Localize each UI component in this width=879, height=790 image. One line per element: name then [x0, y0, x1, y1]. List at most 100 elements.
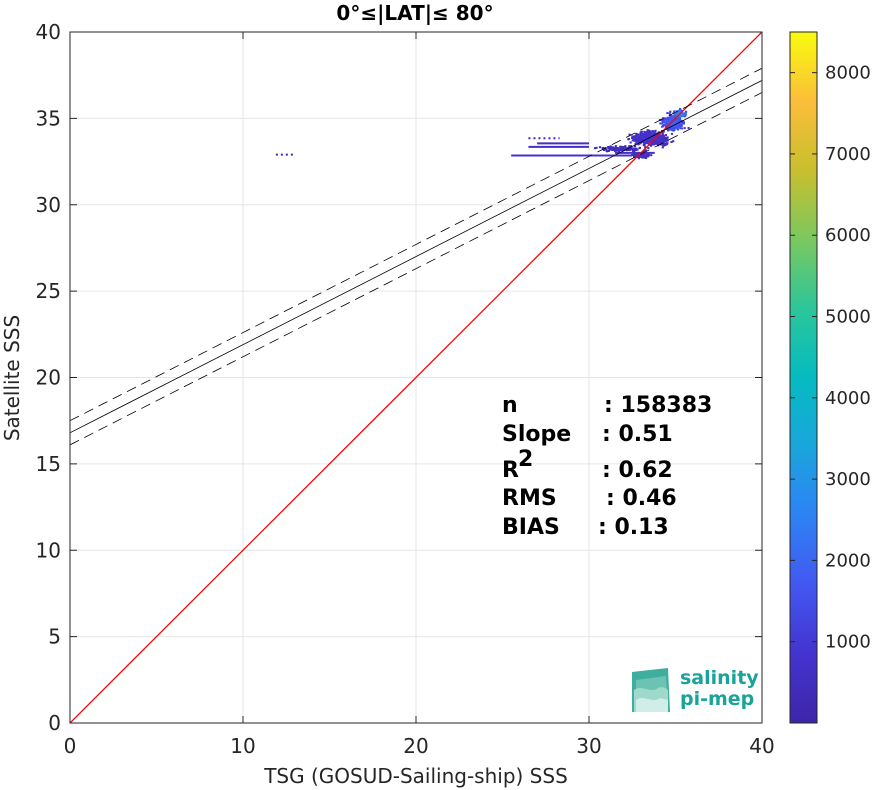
- density-cell: [633, 154, 637, 157]
- density-cell: [636, 155, 640, 158]
- density-cell: [654, 132, 657, 135]
- density-cell: [646, 131, 649, 134]
- density-cell: [666, 136, 669, 139]
- density-cell: [652, 130, 655, 133]
- density-cell: [683, 115, 686, 118]
- density-cell: [644, 133, 648, 136]
- density-cell: [657, 141, 660, 144]
- density-cell: [672, 117, 675, 120]
- density-cell: [641, 130, 644, 133]
- density-cell: [669, 124, 672, 127]
- density-cell: [668, 128, 671, 131]
- density-cell: [623, 148, 626, 151]
- density-cell: [665, 121, 668, 124]
- density-cell: [639, 139, 642, 142]
- density-cell: [607, 147, 610, 150]
- density-cell: [615, 146, 618, 149]
- density-cell: [638, 142, 641, 145]
- logo-line1: salinity: [680, 667, 759, 689]
- density-cell: [671, 118, 674, 121]
- density-cell: [643, 130, 646, 133]
- density-cell: [629, 145, 633, 148]
- stat-superscript: 2: [518, 447, 533, 472]
- density-cell: [645, 155, 648, 158]
- density-cell: [616, 147, 619, 150]
- density-cell: [633, 135, 636, 138]
- density-cell: [647, 133, 650, 136]
- density-cell: [682, 122, 685, 125]
- density-cell: [679, 111, 682, 114]
- density-cell: [663, 117, 666, 120]
- colorbar-tick-label: 2000: [825, 550, 871, 571]
- density-cell: [614, 148, 617, 151]
- density-cell: [649, 138, 652, 141]
- density-cell: [632, 153, 635, 156]
- density-cell: [664, 137, 668, 140]
- stat-label: n: [502, 393, 518, 418]
- density-cell: [642, 140, 645, 143]
- density-cell: [661, 119, 665, 122]
- y-tick-label: 35: [36, 106, 61, 130]
- y-tick-label: 40: [36, 20, 61, 44]
- density-cell: [684, 112, 687, 115]
- density-cell: [641, 136, 644, 139]
- density-cell: [644, 135, 647, 138]
- density-cell: [621, 149, 624, 152]
- density-cell: [628, 133, 631, 136]
- density-cell: [657, 131, 661, 134]
- x-tick-label: 0: [64, 734, 77, 758]
- density-cell: [635, 147, 638, 150]
- density-cell: [650, 137, 653, 140]
- colorbar-tick-label: 1000: [825, 632, 871, 653]
- density-cell: [614, 147, 617, 149]
- density-cell: [645, 136, 649, 139]
- density-cell: [618, 148, 621, 151]
- density-cell: [676, 128, 680, 131]
- density-cell: [657, 137, 660, 140]
- density-cell: [656, 139, 659, 142]
- density-cell: [662, 125, 665, 128]
- colorbar-ticks: 1000 2000 3000 4000 5000 6000 7000 8000: [790, 63, 871, 653]
- y-tick-label: 0: [48, 711, 61, 735]
- density-cell: [654, 141, 657, 144]
- density-cell: [675, 112, 678, 115]
- density-cell: [647, 147, 650, 150]
- density-cell: [676, 125, 679, 128]
- density-cell: [634, 153, 637, 155]
- density-cell: [644, 149, 647, 152]
- density-cell: [598, 146, 602, 149]
- density-cell: [664, 118, 667, 121]
- density-cell: [662, 124, 665, 126]
- density-cell: [634, 145, 637, 148]
- stat-label: BIAS: [502, 515, 560, 540]
- axis-ticks: 0 10 20 30 40 0 5 10 15 20 25 30 35 40: [36, 20, 775, 758]
- density-cell: [651, 142, 654, 145]
- density-cell: [682, 121, 685, 124]
- density-cell: [668, 112, 671, 115]
- colorbar-tick-label: 4000: [825, 388, 871, 409]
- density-cell: [639, 135, 642, 138]
- density-cell: [663, 120, 666, 123]
- density-cell: [624, 146, 627, 149]
- density-cell: [665, 143, 668, 146]
- stat-value: : 0.51: [602, 422, 673, 447]
- density-cell: [622, 146, 625, 148]
- density-cell: [678, 117, 681, 120]
- density-cell: [653, 131, 656, 134]
- density-cell: [643, 155, 646, 158]
- colorbar-tick-label: 7000: [825, 144, 871, 165]
- density-cell: [634, 142, 637, 145]
- density-cell: [672, 140, 675, 143]
- density-cell: [671, 124, 674, 127]
- density-cell: [678, 115, 681, 118]
- density-cell: [634, 149, 637, 151]
- stat-value: : 0.13: [598, 515, 669, 540]
- density-cell: [663, 136, 666, 139]
- density-cell: [687, 127, 690, 129]
- density-cell: [633, 139, 636, 142]
- density-cell: [673, 113, 676, 116]
- x-tick-label: 10: [230, 734, 255, 758]
- density-cell: [624, 145, 627, 148]
- density-cell: [605, 150, 608, 152]
- density-cell: [632, 150, 635, 152]
